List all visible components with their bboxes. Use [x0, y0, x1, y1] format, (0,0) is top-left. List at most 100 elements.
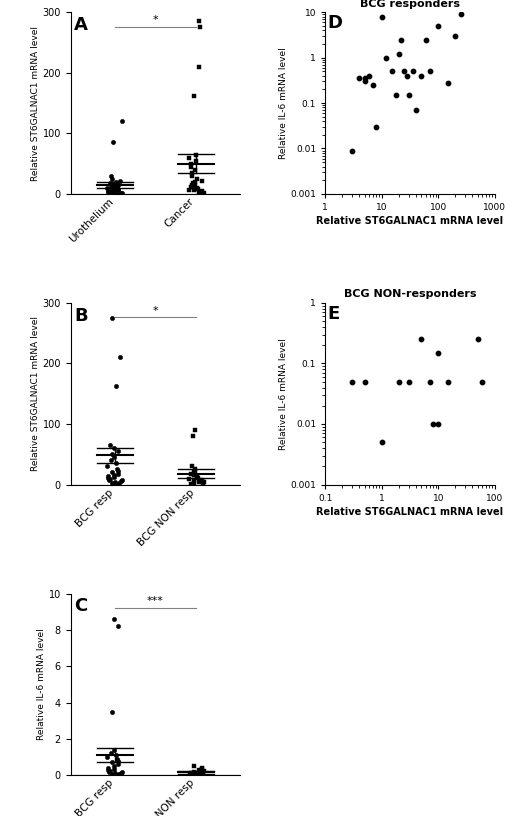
Point	[190, 760, 198, 773]
Point	[195, 475, 203, 488]
Text: *: *	[153, 16, 159, 25]
Text: B: B	[74, 307, 88, 325]
Point	[361, 72, 369, 85]
Point	[118, 187, 126, 200]
Point	[113, 463, 121, 476]
Point	[114, 758, 122, 771]
Point	[107, 180, 115, 193]
Point	[191, 175, 199, 188]
Point	[191, 463, 199, 476]
Point	[365, 69, 373, 82]
Point	[198, 174, 206, 187]
Point	[198, 185, 207, 198]
Point	[188, 429, 196, 442]
Point	[111, 469, 119, 482]
Point	[417, 69, 425, 82]
Point	[198, 474, 207, 487]
Point	[444, 375, 452, 388]
Point	[114, 754, 122, 767]
Point	[185, 472, 193, 486]
Point	[118, 474, 126, 487]
Point	[197, 184, 206, 197]
Point	[112, 477, 120, 490]
Text: A: A	[74, 16, 88, 34]
Point	[110, 178, 118, 191]
Text: E: E	[327, 304, 339, 322]
Y-axis label: Relative IL-6 mRNA level: Relative IL-6 mRNA level	[279, 338, 287, 450]
Y-axis label: Relative IL-6 mRNA level: Relative IL-6 mRNA level	[279, 47, 287, 159]
Point	[187, 767, 195, 780]
Text: C: C	[74, 597, 87, 615]
Text: *: *	[153, 306, 159, 316]
Point	[118, 474, 126, 487]
Point	[111, 475, 119, 488]
Point	[190, 89, 198, 102]
Point	[115, 477, 123, 490]
Point	[114, 178, 122, 191]
Point	[105, 473, 113, 486]
Point	[116, 174, 124, 187]
Point	[108, 466, 116, 479]
Point	[109, 136, 117, 149]
Point	[110, 185, 118, 198]
Point	[104, 469, 112, 482]
Point	[444, 77, 452, 90]
Point	[114, 619, 122, 632]
Point	[190, 469, 198, 482]
Point	[191, 148, 199, 161]
Point	[104, 472, 112, 485]
Point	[106, 176, 114, 189]
Point	[361, 75, 369, 88]
Point	[190, 466, 198, 479]
Point	[115, 187, 123, 200]
Point	[107, 454, 115, 467]
Point	[199, 765, 207, 778]
Point	[107, 747, 115, 760]
Point	[405, 375, 413, 388]
Point	[104, 460, 112, 473]
Point	[193, 172, 201, 185]
Point	[397, 33, 405, 47]
Point	[110, 180, 118, 193]
Point	[188, 166, 196, 180]
Point	[108, 767, 116, 780]
Point	[114, 183, 122, 196]
Point	[110, 471, 118, 484]
Point	[108, 705, 116, 718]
Point	[187, 160, 195, 173]
Point	[199, 477, 207, 490]
Point	[196, 768, 205, 781]
Point	[107, 186, 115, 199]
Point	[108, 756, 116, 769]
Point	[118, 766, 126, 779]
Point	[190, 766, 198, 779]
Point	[403, 69, 411, 82]
Point	[115, 768, 123, 781]
Point	[426, 64, 434, 78]
Point	[111, 760, 119, 773]
Point	[112, 187, 120, 200]
Point	[114, 445, 122, 458]
Point	[409, 64, 417, 78]
Point	[186, 769, 194, 782]
Point	[111, 767, 119, 780]
Point	[422, 33, 430, 47]
Point	[189, 768, 197, 781]
Point	[195, 60, 204, 73]
Point	[474, 333, 482, 346]
Point	[114, 184, 122, 197]
Point	[412, 104, 420, 117]
Title: BCG NON-responders: BCG NON-responders	[344, 290, 476, 299]
X-axis label: Relative ST6GALNAC1 mRNA level: Relative ST6GALNAC1 mRNA level	[317, 507, 503, 517]
Point	[388, 64, 396, 78]
Point	[434, 346, 442, 359]
Point	[188, 176, 196, 189]
Point	[104, 763, 112, 776]
Point	[112, 180, 120, 193]
Point	[198, 762, 207, 775]
Text: D: D	[327, 14, 342, 32]
Point	[104, 185, 112, 198]
Point	[190, 473, 198, 486]
Point	[112, 749, 120, 762]
Point	[118, 187, 126, 200]
